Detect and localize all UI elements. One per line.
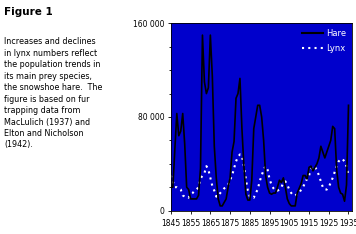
Legend: Hare, Lynx: Hare, Lynx — [301, 28, 348, 55]
Text: Increases and declines
in lynx numbers reflect
the population trends in
its main: Increases and declines in lynx numbers r… — [4, 37, 102, 150]
Text: Figure 1: Figure 1 — [4, 7, 53, 17]
